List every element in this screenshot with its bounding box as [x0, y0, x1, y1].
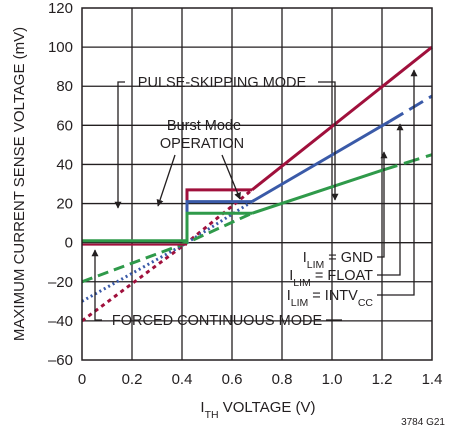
plot-frame	[81, 7, 433, 361]
series-float-line	[251, 120, 391, 203]
forced-continuous-arrow	[91, 249, 102, 321]
pulse-skipping-arrow-left	[114, 81, 125, 209]
label-intvcc-arrow	[377, 69, 418, 296]
x-tick-label: 0.2	[122, 371, 143, 388]
series-gnd-forced-continuous	[81, 211, 253, 284]
annotation-pulse-skipping: PULSE-SKIPPING MODE	[138, 75, 307, 91]
series-gnd-burst-box	[185, 211, 252, 243]
x-tick-label: 0	[78, 371, 86, 388]
x-tick-label: 1.2	[372, 371, 393, 388]
y-tick-label: 40	[56, 156, 73, 173]
x-tick-label: 1.0	[322, 371, 343, 388]
axes: 0 0.2 0.4 0.6 0.8 1.0 1.2 1.4 120 100 80 60 40 20 0 –20…	[11, 0, 445, 428]
y-tick-label: 80	[56, 78, 73, 95]
y-tick-label: 0	[65, 235, 73, 252]
y-tick-label: –40	[48, 313, 73, 330]
y-tick-label: 120	[48, 0, 73, 17]
y-tick-label: –60	[48, 352, 73, 369]
x-tick-label: 0.8	[272, 371, 293, 388]
series-layer	[81, 45, 433, 323]
grid	[82, 8, 432, 360]
x-tick-label: 0.4	[172, 371, 193, 388]
label-float-arrow	[377, 123, 404, 276]
annotation-burst-line2: OPERATION	[160, 136, 244, 152]
x-axis-label: ITH VOLTAGE (V)	[200, 399, 315, 421]
label-gnd-arrow	[377, 151, 388, 258]
figure-id: 3784 G21	[401, 417, 445, 428]
y-tick-label: –20	[48, 274, 73, 291]
y-axis-label: MAXIMUM CURRENT SENSE VOLTAGE (mV)	[11, 27, 28, 341]
burst-arrow-right	[221, 154, 241, 200]
annotations: PULSE-SKIPPING MODE Burst Mode OPERATION FO…	[91, 69, 418, 329]
y-tick-label: 100	[48, 39, 73, 56]
series-float-dashed	[388, 94, 433, 123]
label-gnd: ILIM = GND	[303, 250, 373, 271]
y-tick-label: 20	[56, 196, 73, 213]
label-intvcc: ILIM = INTVCC	[287, 288, 374, 309]
series-intvcc-line	[251, 45, 433, 192]
x-tick-label: 1.4	[422, 371, 443, 388]
series-gnd-line	[251, 168, 383, 215]
label-float: ILIM = FLOAT	[289, 268, 373, 289]
y-tick-label: 60	[56, 117, 73, 134]
pulse-skipping-arrow-right	[318, 81, 339, 201]
series-gnd-dashed	[381, 153, 433, 172]
annotation-burst-line1: Burst Mode	[167, 118, 241, 134]
burst-arrow-left	[156, 154, 176, 207]
annotation-forced-continuous: FORCED CONTINUOUS MODE	[112, 313, 323, 329]
x-tick-label: 0.6	[222, 371, 243, 388]
